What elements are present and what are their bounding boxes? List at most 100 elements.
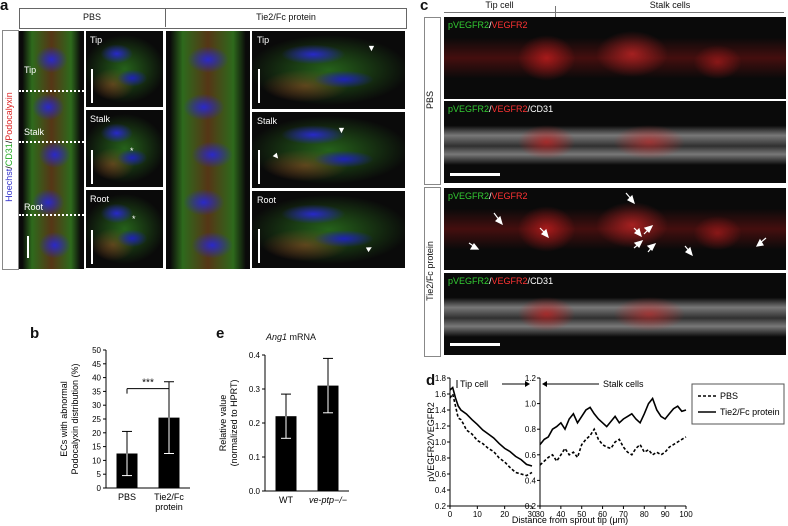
- pvegfr2-text: pVEGFR2: [448, 191, 490, 201]
- inset-label: Root: [257, 195, 277, 205]
- c-pbs-vegfr-image: pVEGFR2/VEGFR2: [444, 17, 786, 99]
- x-tick-label: 60: [598, 510, 607, 519]
- y-axis-label: Relative value: [218, 395, 228, 452]
- group-box-pbs: [424, 17, 441, 185]
- y-tick-label: 25: [92, 415, 101, 424]
- panel-a-label: a: [0, 0, 9, 14]
- root-dotted-line: [19, 214, 84, 216]
- x-tick-label: PBS: [118, 492, 136, 502]
- panel-d-label: d: [426, 372, 436, 389]
- inset-label: Tip: [90, 35, 103, 45]
- scale-bar: [27, 236, 29, 258]
- stain-label: Hoechst/CD31/Podocalyxin: [4, 27, 16, 267]
- y-tick-label: 30: [92, 401, 101, 410]
- vegfr2-text: VEGFR2: [491, 276, 528, 286]
- tie2fc-inset-root: Root ▼: [252, 191, 405, 268]
- y-tick-label: 0.2: [435, 502, 447, 511]
- sep: /: [489, 104, 492, 114]
- c-tie2fc-vegfr-image: pVEGFR2/VEGFR2: [444, 188, 786, 270]
- inset-label: Root: [90, 194, 110, 204]
- scale-bar: [258, 69, 260, 103]
- y-tick-label: 1.8: [435, 374, 447, 383]
- cd31-text: CD31: [530, 276, 554, 286]
- pvegfr2-text: pVEGFR2: [448, 276, 490, 286]
- x-tick-label: protein: [155, 502, 183, 512]
- bar: [275, 416, 297, 491]
- scale-bar: [258, 150, 260, 184]
- x-tick-label: 30: [536, 510, 545, 519]
- y-tick-label: 0.4: [435, 486, 447, 495]
- y-tick-label: 1.0: [525, 400, 537, 409]
- channel-label: pVEGFR2/VEGFR2: [448, 20, 528, 30]
- sep: /: [527, 276, 531, 286]
- arrow-overlay: [468, 192, 767, 257]
- pbs-inset-root: Root *: [86, 190, 163, 268]
- vegfr2-text: VEGFR2: [491, 20, 528, 30]
- arrowhead-icon: ▼: [362, 242, 376, 256]
- x-tick-label: ve-ptp−/−: [309, 495, 347, 505]
- bar: [317, 385, 339, 491]
- scale-bar: [91, 150, 93, 184]
- asterisk: *: [132, 214, 136, 224]
- y-axis-label: (normalized to HPRT): [229, 380, 239, 467]
- y-tick-label: 1.6: [435, 390, 447, 399]
- y-tick-label: 1.4: [435, 406, 447, 415]
- x-tick-label: WT: [279, 495, 293, 505]
- pbs-inset-stalk: Stalk *: [86, 110, 163, 187]
- pbs-vessel-image: Tip Stalk Root: [19, 31, 84, 269]
- tip-cell-header: Tip cell: [485, 0, 514, 10]
- chart-e: 0.0 0.1 0.2 0.3 0.4 WT ve-ptp−/− Relative value…: [218, 351, 349, 505]
- region-tip: Tip: [24, 65, 37, 75]
- y-axis-label: ECs with abnormal: [59, 381, 69, 457]
- title-italic: Ang1: [265, 332, 288, 342]
- channel-label: pVEGFR2/VEGFR2/CD31: [448, 104, 553, 114]
- x-tick-label: 10: [473, 510, 482, 519]
- y-tick-label: 40: [92, 374, 101, 383]
- x-tick-label: 40: [556, 510, 565, 519]
- channel-label: pVEGFR2/VEGFR2: [448, 191, 528, 201]
- scale-bar: [91, 230, 93, 264]
- legend-box: [691, 383, 785, 425]
- y-tick-label: 0.8: [525, 425, 537, 434]
- y-axis-label: pVEGFR2/VEGFR2: [426, 402, 436, 482]
- header-pbs: PBS: [82, 12, 101, 22]
- header-tie2fc: Tie2/Fc protein: [256, 12, 316, 22]
- tie2fc-inset-stalk: Stalk ▼ ▼: [252, 112, 405, 188]
- significance-stars: ***: [142, 378, 154, 389]
- arrowhead-icon: ▼: [337, 125, 346, 135]
- y-tick-label: 50: [92, 346, 101, 355]
- y-tick-label: 35: [92, 387, 101, 396]
- sep: /: [489, 276, 492, 286]
- y-tick-label: 0.1: [249, 453, 261, 462]
- pvegfr2-text: pVEGFR2: [448, 104, 490, 114]
- x-tick-label: 100: [679, 510, 693, 519]
- y-axis-label: Podocalyxin distribution (%): [70, 363, 80, 474]
- c-pbs-cd31-image: pVEGFR2/VEGFR2/CD31: [444, 101, 786, 183]
- tip-dotted-line: [19, 90, 84, 92]
- tie2fc-inset-tip: Tip ▼: [252, 31, 405, 109]
- y-tick-label: 1.0: [435, 438, 447, 447]
- asterisk: *: [130, 146, 134, 156]
- y-tick-label: 10: [92, 456, 101, 465]
- section-title: Stalk cells: [603, 379, 644, 389]
- x-tick-label: 50: [577, 510, 586, 519]
- panel-e-label: e: [216, 325, 225, 342]
- podocalyxin-label: Podocalyxin: [4, 92, 14, 141]
- region-root: Root: [24, 202, 44, 212]
- x-tick-label: 70: [619, 510, 628, 519]
- inset-label: Tip: [257, 35, 270, 45]
- legend-label-tie2fc: Tie2/Fc protein: [720, 407, 780, 417]
- channel-label: pVEGFR2/VEGFR2/CD31: [448, 276, 553, 286]
- cd31-text: CD31: [530, 104, 554, 114]
- inset-label: Stalk: [257, 116, 278, 126]
- x-tick-label: Tie2/Fc: [154, 492, 184, 502]
- x-tick-label: 80: [640, 510, 649, 519]
- vegfr2-text: VEGFR2: [491, 191, 528, 201]
- pvegfr2-text: pVEGFR2: [448, 20, 490, 30]
- scale-bar: [450, 173, 500, 176]
- panel-a-header-frame: [19, 8, 407, 29]
- inset-label: Stalk: [90, 114, 111, 124]
- y-tick-label: 15: [92, 443, 101, 452]
- sep: /: [489, 20, 492, 30]
